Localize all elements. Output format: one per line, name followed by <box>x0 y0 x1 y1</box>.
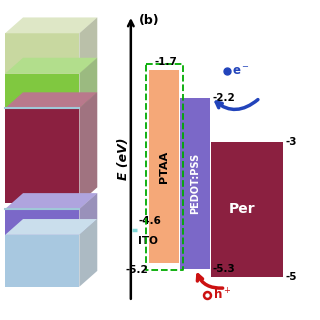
Polygon shape <box>79 58 97 108</box>
Text: Per: Per <box>229 202 256 216</box>
Text: -3: -3 <box>285 137 297 147</box>
Bar <box>180 98 210 268</box>
Polygon shape <box>5 235 79 287</box>
Polygon shape <box>79 17 97 74</box>
Polygon shape <box>79 92 97 203</box>
Text: -5: -5 <box>285 272 297 282</box>
Bar <box>211 142 283 277</box>
Polygon shape <box>5 17 97 33</box>
Polygon shape <box>5 209 79 235</box>
Polygon shape <box>79 219 97 287</box>
Polygon shape <box>5 92 97 108</box>
Text: PEDOT:PSS: PEDOT:PSS <box>190 153 200 214</box>
Text: h$^+$: h$^+$ <box>213 287 231 303</box>
Text: -5.3: -5.3 <box>212 264 235 274</box>
Bar <box>149 70 179 263</box>
Text: ITO: ITO <box>138 236 158 245</box>
Text: (b): (b) <box>139 14 160 27</box>
Polygon shape <box>5 108 79 203</box>
Text: -2.2: -2.2 <box>212 93 235 103</box>
Polygon shape <box>5 74 79 108</box>
Polygon shape <box>5 33 79 74</box>
Text: -4.6: -4.6 <box>138 216 161 226</box>
Polygon shape <box>5 58 97 74</box>
Text: -1.7: -1.7 <box>154 57 177 67</box>
Text: PTAA: PTAA <box>159 150 169 183</box>
Text: e$^-$: e$^-$ <box>232 65 250 78</box>
Text: -5.2: -5.2 <box>125 265 148 275</box>
Polygon shape <box>79 193 97 235</box>
Text: E (eV): E (eV) <box>117 137 130 180</box>
Polygon shape <box>5 219 97 235</box>
Polygon shape <box>5 193 97 209</box>
